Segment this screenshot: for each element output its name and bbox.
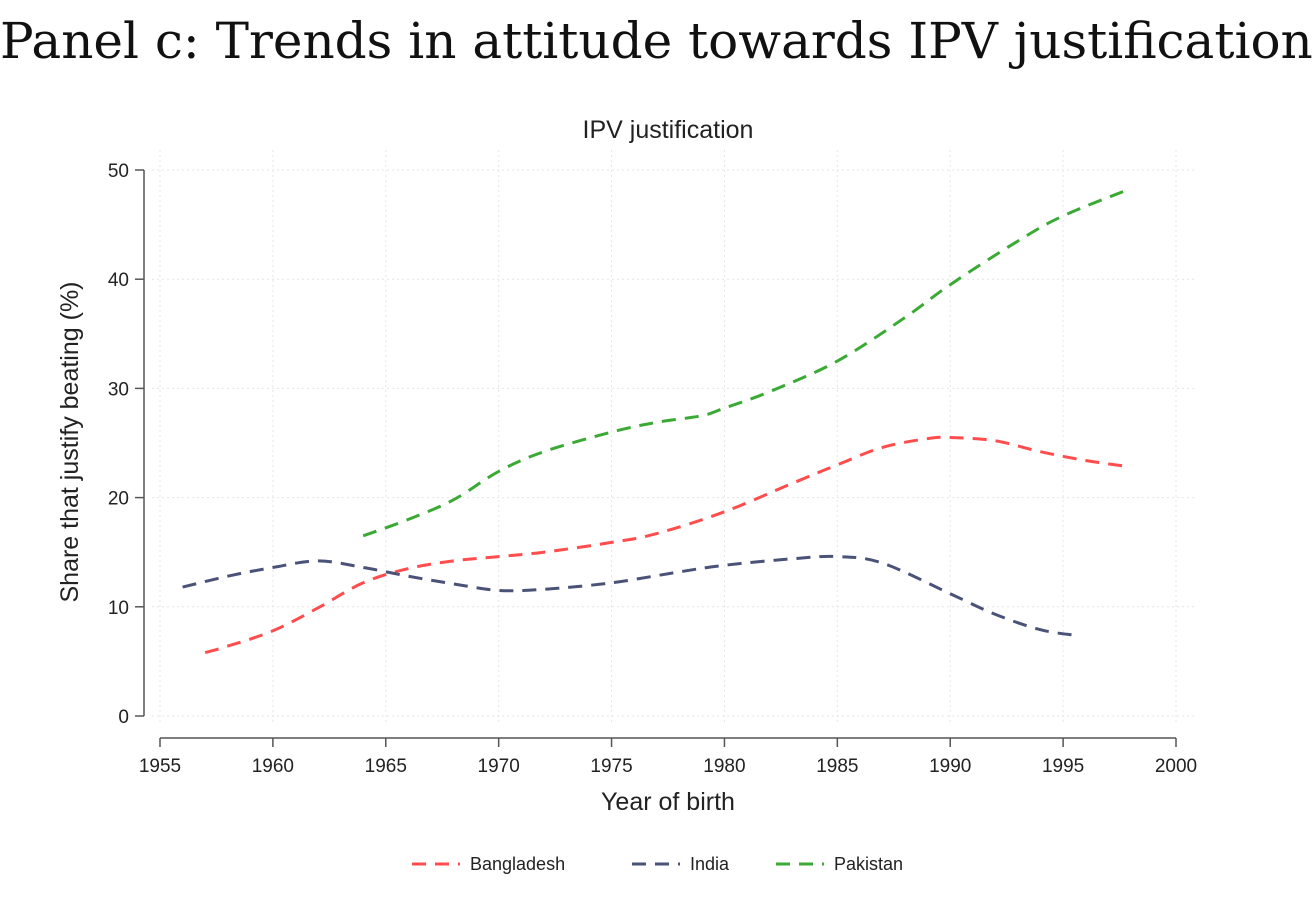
y-tick-label: 10 [108,598,129,619]
x-axis-label: Year of birth [601,788,735,816]
x-tick-label: 2000 [1155,756,1197,777]
legend-label-bangladesh: Bangladesh [470,854,565,874]
series-line-bangladesh [204,435,1132,655]
x-tick-label: 1985 [816,756,858,777]
x-tick-label: 1955 [139,756,181,777]
x-tick-label: 1990 [929,756,971,777]
axes: 1955 1960 1965 1970 1975 1980 1985 1990 1995 2000… [108,161,1197,777]
x-tick-label: 1995 [1042,756,1084,777]
x-tick-label: 1960 [252,756,294,777]
y-tick-label: 20 [108,489,129,510]
y-tick-label: 0 [118,707,129,728]
panel-title: Panel c: Trends in attitude towards IPV … [0,12,1312,70]
grid-lines [152,150,1196,724]
x-tick-label: 1970 [478,756,520,777]
y-tick-label: 50 [108,161,129,182]
series-lines [182,187,1132,655]
x-tick-label: 1965 [365,756,407,777]
legend-label-pakistan: Pakistan [834,854,903,874]
chart-title: IPV justification [583,116,754,144]
y-tick-label: 30 [108,379,129,400]
series-line-pakistan [362,187,1132,538]
legend: Bangladesh India Pakistan [412,854,903,874]
y-tick-label: 40 [108,270,129,291]
x-tick-label: 1980 [703,756,745,777]
legend-label-india: India [690,854,730,874]
y-axis-label: Share that justify beating (%) [56,282,84,603]
x-tick-label: 1975 [590,756,632,777]
series-line-india [182,554,1075,637]
